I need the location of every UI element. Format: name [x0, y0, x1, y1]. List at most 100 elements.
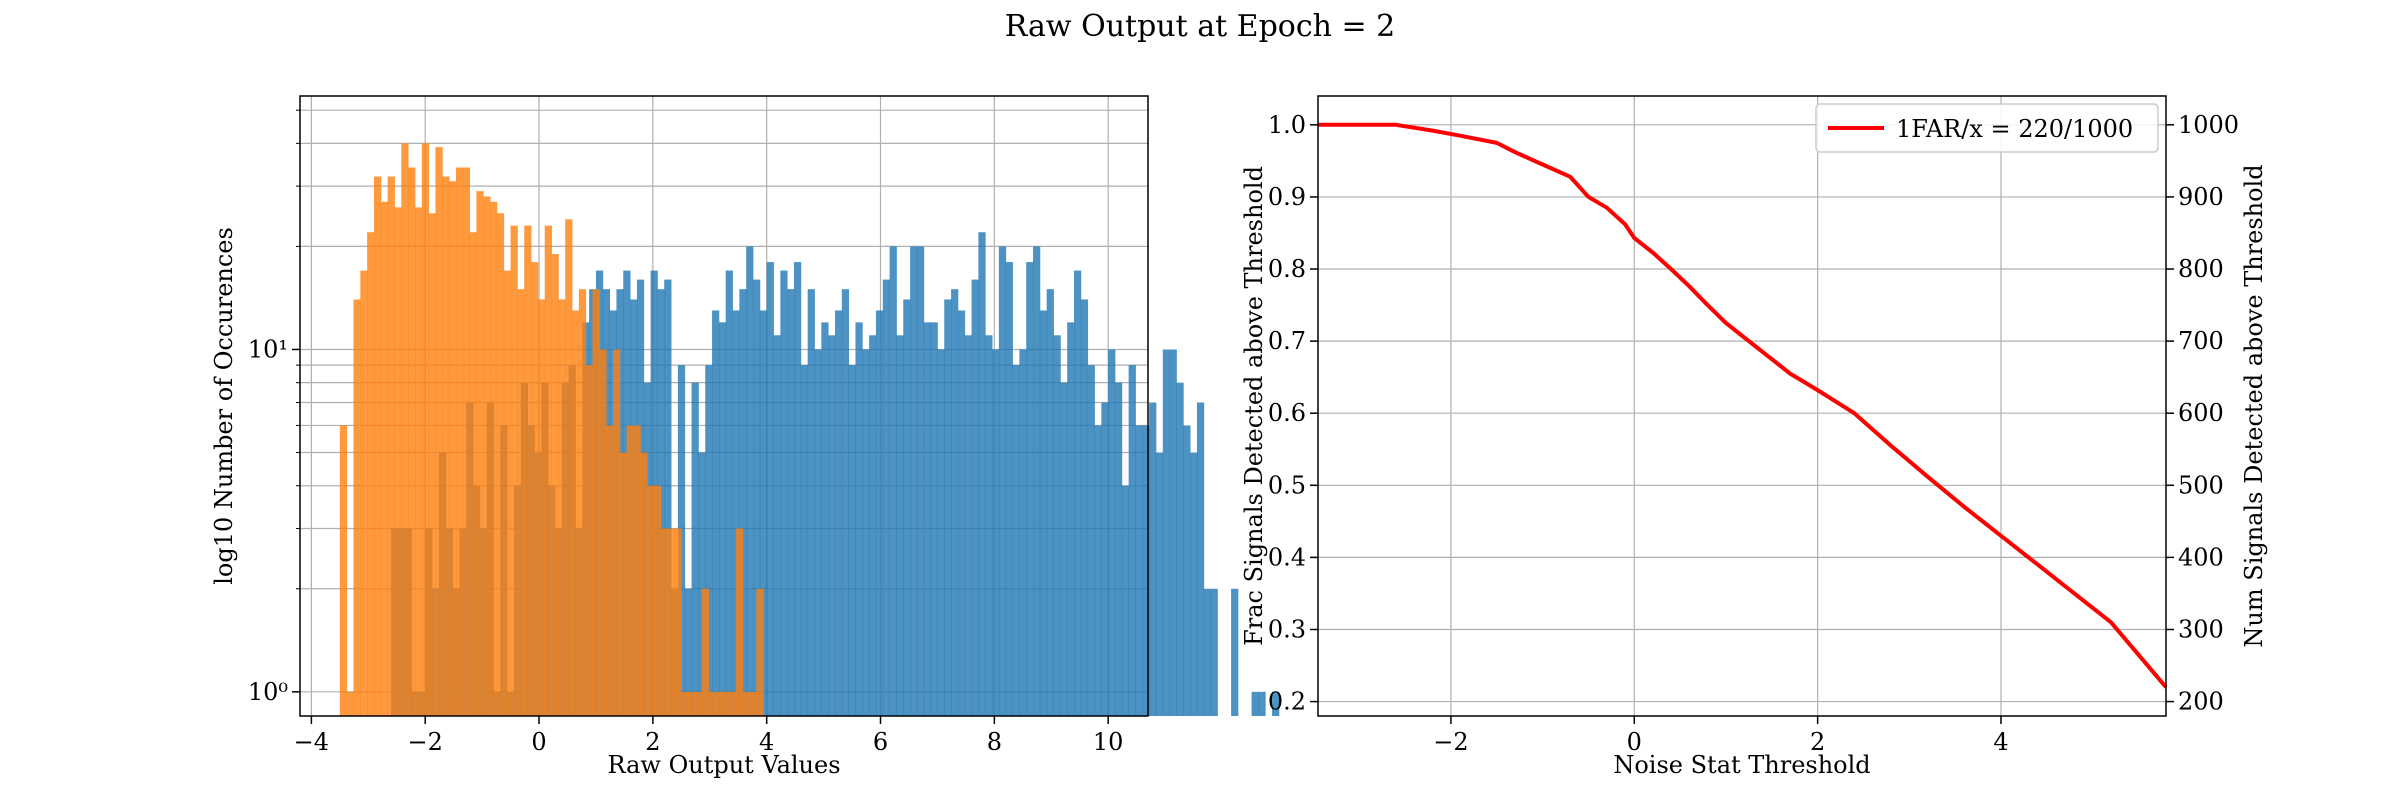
histogram-bar [613, 349, 621, 716]
histogram-bar [476, 191, 484, 717]
histogram-bar [537, 299, 546, 716]
histogram-bar [1074, 270, 1082, 716]
histogram-bar [633, 425, 641, 716]
histogram-bar [647, 485, 655, 716]
histogram-bar [814, 349, 822, 716]
histogram-bar [1108, 349, 1116, 716]
histogram-bar [1019, 349, 1027, 716]
histogram-bar [558, 299, 566, 716]
histogram-bar [1067, 322, 1075, 716]
histogram-bar [435, 147, 443, 716]
histogram-bar [732, 310, 740, 716]
histogram-bar [708, 691, 716, 716]
histogram-bar [619, 452, 628, 716]
histogram-bar [1155, 452, 1164, 716]
y-tick-label: 0.7 [1268, 327, 1306, 355]
y-tick-label: 1.0 [1268, 111, 1306, 139]
histogram-bar [585, 365, 593, 716]
histogram-bar [1190, 452, 1198, 716]
histogram-bar [1114, 382, 1123, 716]
histogram-bar [592, 289, 600, 716]
curve-x-ticks: −2 0 2 4 [1433, 716, 2009, 756]
histogram-bar [729, 691, 737, 716]
histogram-bar [1162, 349, 1171, 716]
histogram-x-label: Raw Output Values [607, 751, 840, 779]
histogram-bar [841, 289, 850, 716]
detection-curve-chart: −2 0 2 4 0.2 0.3 0.4 0.5 0.6 0.7 0.8 0.9 1.0 200 300… [1240, 95, 2268, 779]
histogram-bar [1053, 335, 1061, 716]
y-tick-label: 10¹ [248, 335, 288, 363]
histogram-bar [442, 176, 450, 717]
histogram-bar [923, 322, 931, 716]
x-tick-label: −2 [1433, 728, 1468, 756]
x-tick-label: 10 [1093, 728, 1124, 756]
histogram-bar [667, 528, 675, 716]
histogram-bar [742, 691, 751, 716]
histogram-bar [517, 289, 525, 716]
histogram-bar [937, 349, 945, 716]
histogram-bar [834, 310, 843, 716]
histogram-bar [718, 322, 727, 716]
histogram-bar [681, 691, 689, 716]
x-tick-label: 4 [759, 728, 774, 756]
histogram-bar [985, 335, 993, 716]
histogram-bar [930, 322, 938, 716]
histogram-bar [1033, 246, 1041, 716]
curve-y2-label: Num Signals Detected above Threshold [2240, 164, 2268, 647]
x-tick-label: 4 [1993, 728, 2008, 756]
histogram-bar [787, 289, 795, 716]
histogram-bar [339, 425, 348, 716]
curve-grid [1318, 96, 2166, 716]
curve-line [1318, 122, 2168, 689]
histogram-bar [957, 310, 966, 716]
histogram-bar [701, 588, 710, 716]
histogram-bar [572, 310, 580, 716]
histogram-bar [1272, 691, 1280, 716]
histogram-bar [739, 289, 747, 716]
histogram-bar [674, 528, 682, 716]
legend-box [1815, 103, 2159, 153]
histogram-y-label: log10 Number of Occurences [210, 227, 238, 585]
y2-tick-label: 400 [2178, 543, 2224, 571]
histogram-bar [462, 167, 470, 717]
histogram-bar [1196, 402, 1205, 716]
histogram-bar [773, 335, 781, 716]
histogram-bar [387, 176, 395, 717]
histogram-bar [1203, 588, 1212, 716]
y2-tick-label: 1000 [2178, 111, 2239, 139]
histogram-bar [705, 365, 713, 716]
legend-entry: 1FAR/x = 220/1000 [1896, 115, 2133, 143]
histogram-bar [394, 207, 402, 716]
histogram-bar [896, 335, 904, 716]
curve-legend: 1FAR/x = 220/1000 [1815, 103, 2159, 153]
histogram-bar [1251, 691, 1259, 716]
y2-tick-label: 700 [2178, 327, 2224, 355]
histogram-bar [916, 246, 925, 716]
histogram-bar [759, 310, 768, 716]
x-tick-label: 0 [1627, 728, 1642, 756]
histogram-bar [578, 289, 587, 716]
histogram-bar [353, 299, 361, 716]
histogram-bar [807, 289, 815, 716]
x-tick-label: −4 [294, 728, 329, 756]
histogram-bar [944, 299, 952, 716]
y-tick-label: 0.6 [1268, 399, 1306, 427]
x-tick-label: 0 [531, 728, 546, 756]
histogram-bar [1169, 349, 1177, 716]
histogram-bar [1005, 262, 1013, 716]
histogram-bar [1039, 310, 1048, 716]
histogram-y-ticks: 10⁰ 10¹ [248, 109, 300, 706]
histogram-bar [735, 528, 744, 716]
histogram-bar [1142, 425, 1150, 716]
y2-tick-label: 900 [2178, 183, 2224, 211]
histogram-bar [1176, 382, 1184, 716]
histogram-bar [551, 254, 559, 716]
histogram-bar [1258, 691, 1266, 716]
histogram-bar [971, 279, 979, 716]
x-tick-label: 6 [873, 728, 888, 756]
histogram-bar [531, 262, 539, 716]
histogram-bar [1060, 382, 1068, 716]
y2-tick-label: 800 [2178, 255, 2224, 283]
histogram-bar [490, 201, 498, 716]
histogram-bar [510, 225, 518, 716]
